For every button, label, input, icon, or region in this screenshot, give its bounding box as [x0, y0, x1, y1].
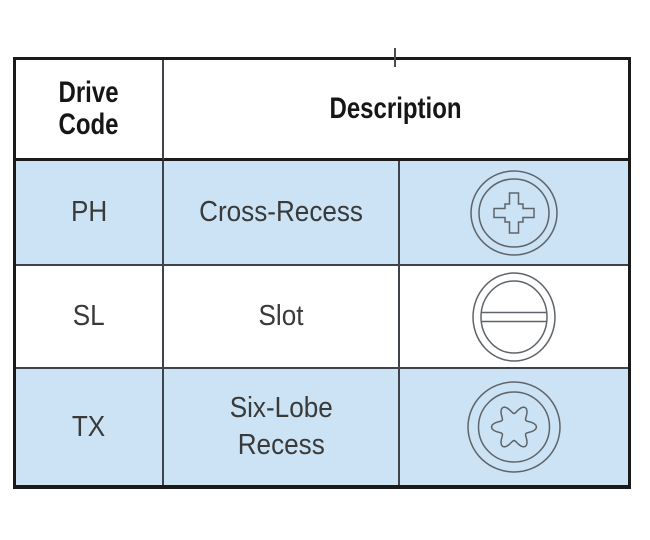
row-tx-icon-cell — [400, 369, 628, 485]
slot-icon — [472, 271, 556, 362]
drive-code-table: Drive Code Description PH Cross-Recess S… — [13, 57, 631, 489]
registration-tick-mark — [394, 48, 396, 67]
header-drive-code-label: Drive Code — [58, 76, 120, 141]
drive-code-value: PH — [70, 196, 108, 228]
six-lobe-star — [490, 406, 538, 448]
header-description-cell: Description — [164, 60, 628, 161]
row-tx-description-cell: Six-Lobe Recess — [164, 369, 400, 485]
six-lobe-recess-icon — [467, 381, 561, 473]
row-ph-code-cell: PH — [16, 161, 164, 266]
row-ph-icon-cell — [400, 161, 628, 266]
drive-code-value: SL — [73, 300, 105, 332]
header-drive-code-cell: Drive Code — [16, 60, 164, 161]
drive-description-value: Six-Lobe Recess — [229, 392, 333, 461]
row-sl-code-cell: SL — [16, 266, 164, 369]
drive-description-value: Cross-Recess — [199, 196, 363, 228]
header-description-label: Description — [329, 92, 463, 125]
drive-code-value: TX — [72, 410, 106, 443]
row-ph-description-cell: Cross-Recess — [164, 161, 400, 266]
row-sl-icon-cell — [400, 266, 628, 369]
phillips-cross-recess-icon — [470, 169, 558, 256]
row-tx-code-cell: TX — [16, 369, 164, 485]
row-sl-description-cell: Slot — [164, 266, 400, 369]
drive-description-value: Slot — [258, 300, 304, 332]
